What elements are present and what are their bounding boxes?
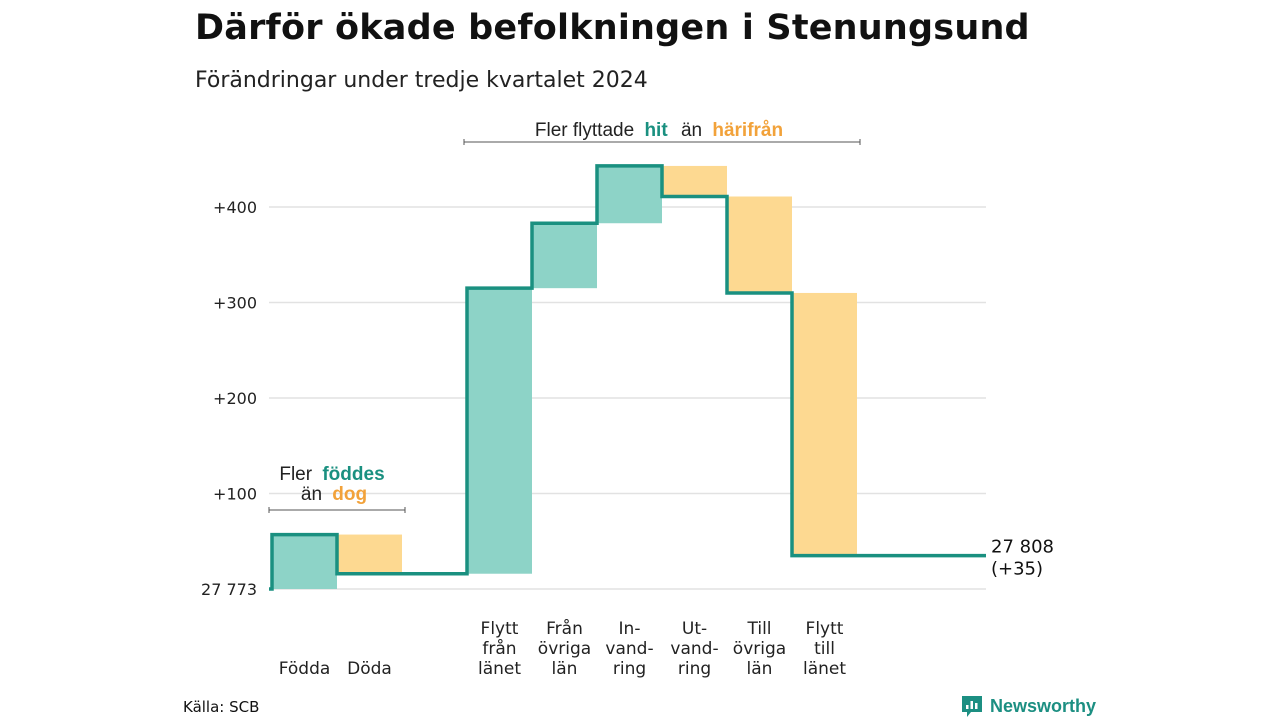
migration-annotation-hit: hit <box>644 120 668 141</box>
cumulative-step-line <box>269 164 986 591</box>
category-label: län <box>552 659 578 679</box>
waterfall-bar <box>727 196 792 293</box>
natural-annotation-line1: Fler föddes <box>279 464 384 485</box>
category-label: Födda <box>279 659 331 679</box>
category-label: vand- <box>605 639 653 659</box>
y-tick-label: +200 <box>213 389 257 408</box>
category-label: ring <box>678 659 711 679</box>
waterfall-bar <box>532 223 597 289</box>
newsworthy-logo-icon <box>962 696 982 717</box>
brand-logo: Newsworthy <box>960 693 1096 719</box>
category-label: länet <box>478 659 521 679</box>
category-label: från <box>482 638 516 659</box>
migration-annotation: Fler flyttade hit än härifrån <box>535 120 783 141</box>
category-label: län <box>747 659 773 679</box>
natural-annotation-prefix: Fler <box>279 464 312 485</box>
category-label: övriga <box>733 639 786 659</box>
migration-annotation-harifran: härifrån <box>712 120 783 141</box>
baseline-value-label: 27 773 <box>201 580 257 599</box>
end-value-label: 27 808 <box>991 537 1054 558</box>
brand-name: Newsworthy <box>990 695 1097 716</box>
source-note: Källa: SCB <box>183 698 260 716</box>
waterfall-bar <box>467 288 532 574</box>
chart-subtitle: Förändringar under tredje kvartalet 2024 <box>195 68 648 93</box>
category-label: Från <box>546 618 583 639</box>
waterfall-bar <box>272 534 337 589</box>
chart-title: Därför ökade befolkningen i Stenungsund <box>195 8 1030 48</box>
category-label: Flytt <box>806 619 844 639</box>
category-label: Döda <box>347 659 392 679</box>
waterfall-bar <box>792 292 857 556</box>
natural-annotation-fodda: föddes <box>322 464 384 485</box>
end-change-label: (+35) <box>991 559 1043 580</box>
natural-annotation-line2: än dog <box>301 484 367 505</box>
category-label: Ut- <box>682 619 707 639</box>
category-label: länet <box>803 659 846 679</box>
waterfall-bar <box>662 165 727 197</box>
category-label: övriga <box>538 639 591 659</box>
natural-annotation-doda: dog <box>332 484 367 505</box>
y-tick-label: +300 <box>213 294 257 313</box>
waterfall-bar <box>597 165 662 224</box>
natural-annotation-mid: än <box>301 484 322 505</box>
category-label: Flytt <box>481 619 519 639</box>
y-tick-label: +400 <box>213 198 257 217</box>
category-label: Till <box>746 619 771 639</box>
category-label: vand- <box>670 639 718 659</box>
category-label: ring <box>613 659 646 679</box>
category-label: In- <box>619 619 641 639</box>
waterfall-bar <box>337 534 402 574</box>
migration-annotation-prefix: Fler flyttade <box>535 120 634 141</box>
migration-annotation-mid: än <box>681 120 702 141</box>
y-tick-label: +100 <box>213 485 257 504</box>
category-label: till <box>814 639 835 659</box>
